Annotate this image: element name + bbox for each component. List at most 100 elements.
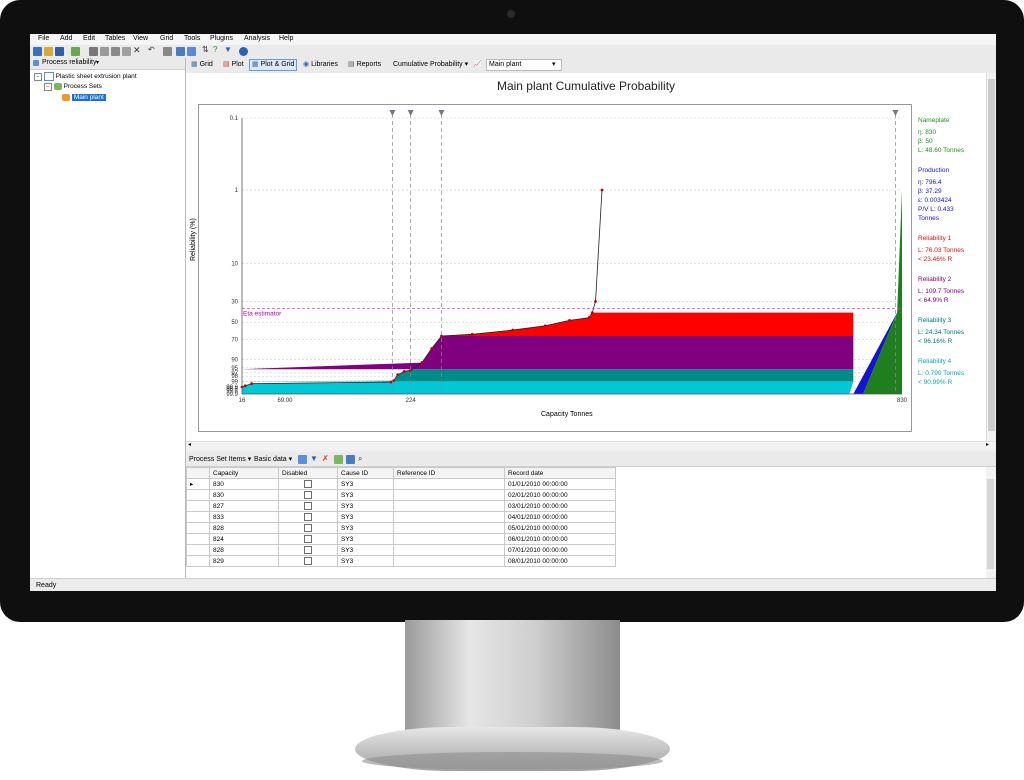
- cell-capacity[interactable]: 828: [209, 522, 279, 534]
- process-set-dropdown[interactable]: Main plant: [486, 59, 562, 71]
- menu-view[interactable]: View: [133, 35, 149, 42]
- cell-reference-id[interactable]: [393, 555, 505, 567]
- paste-icon[interactable]: [111, 47, 120, 56]
- save-icon[interactable]: [55, 47, 64, 56]
- menu-tools[interactable]: Tools: [184, 35, 201, 42]
- cell-reference-id[interactable]: [393, 478, 505, 490]
- filter-icon[interactable]: ▼: [224, 45, 232, 54]
- analysis-type-dropdown[interactable]: Cumulative Probability ▾: [393, 61, 469, 68]
- tab-reports[interactable]: ▤ Reports: [348, 61, 382, 68]
- chevron-down-icon[interactable]: ▾: [552, 61, 556, 68]
- disabled-checkbox[interactable]: [304, 535, 312, 543]
- menu-file[interactable]: File: [38, 35, 50, 42]
- grid-view-icon[interactable]: [298, 455, 307, 464]
- disabled-checkbox[interactable]: [304, 502, 312, 510]
- cell-reference-id[interactable]: [393, 544, 505, 556]
- row-selector[interactable]: ▸: [186, 478, 210, 490]
- menu-plugins[interactable]: Plugins: [210, 35, 233, 42]
- scrollbar-thumb[interactable]: [988, 79, 995, 431]
- help-icon[interactable]: [239, 47, 248, 56]
- cell-capacity[interactable]: 830: [209, 489, 279, 501]
- menu-help[interactable]: Help: [279, 35, 294, 42]
- disabled-checkbox[interactable]: [304, 491, 312, 499]
- cell-record-date[interactable]: 04/01/2010 00:00:00: [504, 511, 616, 523]
- cell-record-date[interactable]: 05/01/2010 00:00:00: [504, 522, 616, 534]
- add-filter-icon[interactable]: [334, 455, 343, 464]
- column-header-cause-id[interactable]: Cause ID: [337, 467, 394, 479]
- chevron-down-icon[interactable]: ▾: [96, 60, 100, 66]
- cell-record-date[interactable]: 08/01/2010 00:00:00: [504, 555, 616, 567]
- column-header-capacity[interactable]: Capacity: [209, 467, 279, 479]
- cell-cause-id[interactable]: SY3: [337, 533, 394, 545]
- table-row[interactable]: 828 SY3 05/01/2010 00:00:00: [186, 522, 616, 534]
- chart-vertical-scrollbar[interactable]: [986, 73, 996, 441]
- document-icon[interactable]: [176, 47, 185, 56]
- add-item-icon[interactable]: [71, 47, 80, 56]
- find-icon[interactable]: ⌕: [358, 454, 363, 463]
- cell-capacity[interactable]: 833: [209, 511, 279, 523]
- cell-cause-id[interactable]: SY3: [337, 544, 394, 556]
- disabled-checkbox[interactable]: [304, 524, 312, 532]
- cell-capacity[interactable]: 830: [209, 478, 279, 490]
- cell-reference-id[interactable]: [393, 522, 505, 534]
- scroll-right-icon[interactable]: ▸: [986, 442, 990, 448]
- cell-cause-id[interactable]: SY3: [337, 478, 394, 490]
- table-row[interactable]: 829 SY3 08/01/2010 00:00:00: [186, 555, 616, 567]
- cell-reference-id[interactable]: [393, 511, 505, 523]
- disabled-checkbox[interactable]: [304, 546, 312, 554]
- collapse-icon[interactable]: −: [34, 73, 42, 82]
- row-selector[interactable]: [186, 555, 210, 567]
- tree-item-plant[interactable]: − Plastic sheet extrusion plant: [34, 72, 137, 82]
- filter-icon[interactable]: ▼: [310, 454, 318, 463]
- cell-record-date[interactable]: 01/01/2010 00:00:00: [504, 478, 616, 490]
- menu-grid[interactable]: Grid: [160, 35, 174, 42]
- row-selector[interactable]: [186, 500, 210, 512]
- cell-disabled[interactable]: [278, 544, 338, 556]
- cell-record-date[interactable]: 03/01/2010 00:00:00: [504, 500, 616, 512]
- cell-reference-id[interactable]: [393, 500, 505, 512]
- process-set-items-dropdown[interactable]: Process Set Items ▾: [189, 456, 252, 463]
- cell-capacity[interactable]: 824: [209, 533, 279, 545]
- disabled-checkbox[interactable]: [304, 557, 312, 565]
- cell-cause-id[interactable]: SY3: [337, 522, 394, 534]
- disabled-checkbox[interactable]: [304, 480, 312, 488]
- flag-icon[interactable]: [346, 455, 355, 464]
- new-icon[interactable]: [33, 47, 42, 56]
- cell-disabled[interactable]: [278, 522, 338, 534]
- export-icon[interactable]: [187, 47, 196, 56]
- table-row[interactable]: 827 SY3 03/01/2010 00:00:00: [186, 500, 616, 512]
- cell-reference-id[interactable]: [393, 489, 505, 501]
- tab-plot[interactable]: ▤ Plot: [223, 61, 244, 68]
- row-selector[interactable]: [186, 522, 210, 534]
- tree-item-process-sets[interactable]: − Process Sets: [44, 83, 102, 92]
- paste-special-icon[interactable]: [122, 47, 131, 56]
- cell-capacity[interactable]: 828: [209, 544, 279, 556]
- print-icon[interactable]: [163, 47, 172, 56]
- chart-horizontal-scrollbar[interactable]: ◂ ▸: [186, 441, 996, 450]
- cell-disabled[interactable]: [278, 533, 338, 545]
- column-header-reference-id[interactable]: Reference ID: [393, 467, 505, 479]
- chart-type-icon[interactable]: 📈: [473, 61, 482, 68]
- row-selector[interactable]: [186, 544, 210, 556]
- disabled-checkbox[interactable]: [304, 513, 312, 521]
- menu-edit[interactable]: Edit: [83, 35, 96, 42]
- menu-add[interactable]: Add: [60, 35, 73, 42]
- undo-icon[interactable]: ↶: [148, 45, 155, 54]
- column-header-record-date[interactable]: Record date: [504, 467, 616, 479]
- table-row[interactable]: 824 SY3 06/01/2010 00:00:00: [186, 533, 616, 545]
- cell-disabled[interactable]: [278, 511, 338, 523]
- collapse-icon[interactable]: −: [44, 83, 52, 92]
- cell-cause-id[interactable]: SY3: [337, 500, 394, 512]
- column-header-disabled[interactable]: Disabled: [278, 467, 338, 479]
- cell-capacity[interactable]: 827: [209, 500, 279, 512]
- grid-vertical-scrollbar[interactable]: [986, 467, 996, 578]
- table-row[interactable]: 828 SY3 07/01/2010 00:00:00: [186, 544, 616, 556]
- cell-cause-id[interactable]: SY3: [337, 555, 394, 567]
- cell-record-date[interactable]: 07/01/2010 00:00:00: [504, 544, 616, 556]
- cell-disabled[interactable]: [278, 489, 338, 501]
- sort-icon[interactable]: ⇅: [202, 45, 209, 54]
- cell-reference-id[interactable]: [393, 533, 505, 545]
- cut-icon[interactable]: [89, 47, 98, 56]
- row-selector[interactable]: [186, 511, 210, 523]
- tree-item-main-plant[interactable]: Main plant: [62, 94, 106, 102]
